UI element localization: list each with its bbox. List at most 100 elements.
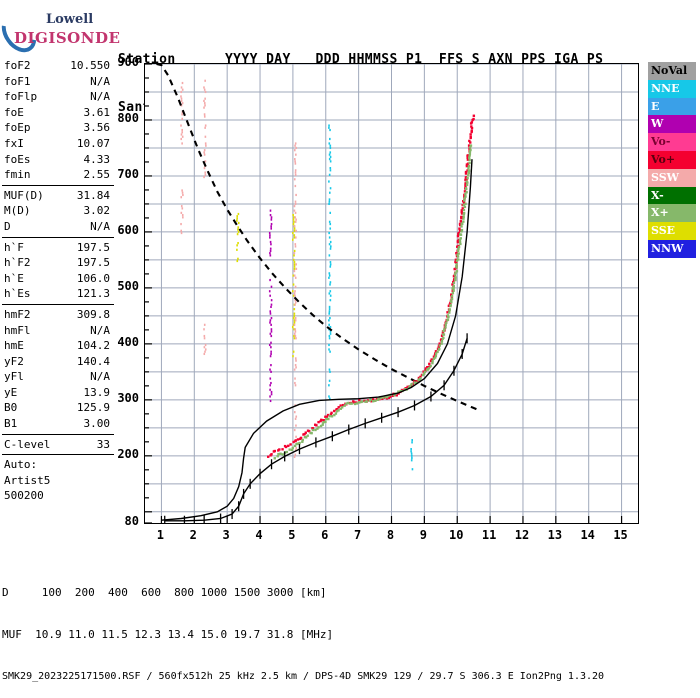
- param-key: MUF(D): [4, 188, 44, 202]
- y-axis-label: 500: [117, 278, 139, 293]
- param-row: hmFl N/A: [4, 323, 110, 339]
- y-axis-label: 80: [124, 514, 139, 528]
- y-axis-label: 900: [117, 55, 139, 69]
- param-key: hmF2: [4, 307, 31, 321]
- x-axis-label: 10: [448, 528, 464, 542]
- param-value: 197.5: [76, 256, 110, 270]
- param-key: foF1: [4, 74, 31, 88]
- legend-item[interactable]: NNW: [648, 239, 696, 258]
- param-row: hmE 104.2: [4, 338, 110, 354]
- param-row: foFlp N/A: [4, 89, 110, 105]
- param-group-muf: MUF(D) 31.84 M(D) 3.02 D N/A: [2, 188, 114, 235]
- param-value: 309.8: [76, 307, 110, 321]
- param-row: B1 3.00: [4, 416, 110, 432]
- param-row: fxI 10.07: [4, 136, 110, 152]
- param-value: 3.56: [83, 121, 111, 135]
- param-key: B1: [4, 417, 18, 431]
- param-value: 31.84: [76, 188, 110, 202]
- y-axis-label: 400: [117, 334, 139, 349]
- param-key: yE: [4, 385, 18, 399]
- param-key: fmin: [4, 168, 31, 182]
- y-axis-label: 700: [117, 166, 139, 181]
- legend-item[interactable]: Vo+: [648, 150, 696, 169]
- param-row: yFl N/A: [4, 369, 110, 385]
- param-key: D: [4, 219, 11, 233]
- x-axis-label: 5: [288, 528, 296, 542]
- auto-scaler-code: 500200: [4, 489, 44, 503]
- series-dashed-black: [156, 64, 478, 411]
- legend-item[interactable]: SSW: [648, 168, 696, 187]
- footer-muf-row: MUF 10.9 11.0 11.5 12.3 13.4 15.0 19.7 3…: [2, 628, 334, 641]
- param-value: 3.00: [83, 417, 111, 431]
- param-key: C-level: [4, 437, 51, 451]
- x-axis-label: 1: [156, 528, 165, 542]
- legend-item[interactable]: X-: [648, 186, 696, 205]
- param-row: h`E 106.0: [4, 271, 110, 287]
- x-axis-label: 2: [189, 528, 197, 542]
- param-key: h`Es: [4, 287, 31, 301]
- param-divider-1: [2, 184, 114, 186]
- param-row: foEs 4.33: [4, 152, 110, 168]
- param-value: 10.550: [70, 59, 110, 72]
- y-axis-label: 800: [117, 110, 139, 125]
- legend-item[interactable]: Vo-: [648, 133, 696, 151]
- ionogram-canvas: [145, 64, 638, 523]
- param-key: foEs: [4, 152, 31, 166]
- param-value: N/A: [90, 370, 110, 384]
- legend-item[interactable]: X+: [648, 204, 696, 223]
- param-value: 121.3: [76, 287, 110, 301]
- param-divider-5: [2, 454, 114, 456]
- legend-item[interactable]: SSE: [648, 222, 696, 240]
- footer-info: D 100 200 400 600 800 1000 1500 3000 [km…: [2, 558, 604, 698]
- x-axis-label: 7: [354, 528, 362, 542]
- x-axis-label: 15: [613, 528, 628, 542]
- param-value: N/A: [90, 323, 110, 337]
- legend-item[interactable]: NoVal: [648, 62, 696, 80]
- y-axis-label: 600: [117, 222, 139, 237]
- param-value: 104.2: [76, 339, 110, 353]
- param-row: C-level 33: [4, 437, 110, 453]
- x-axis-label: 6: [321, 528, 329, 542]
- logo-brand-top: Lowell: [46, 12, 94, 27]
- series-solid-black-errorbars: [164, 333, 468, 523]
- legend-item[interactable]: NNE: [648, 79, 696, 98]
- param-key: fxI: [4, 136, 24, 150]
- param-group-virtual-heights: h`F 197.5 h`F2 197.5 h`E 106.0 h`Es 121.3: [2, 240, 114, 302]
- x-axis-label: 11: [481, 528, 497, 542]
- param-divider-2: [2, 236, 114, 238]
- series-solid-black: [161, 159, 473, 521]
- param-value: 33: [96, 437, 110, 451]
- param-value: 4.33: [83, 152, 111, 166]
- param-key: h`F2: [4, 256, 31, 270]
- footer-distance-row: D 100 200 400 600 800 1000 1500 3000 [km…: [2, 586, 327, 599]
- legend-item[interactable]: E: [648, 97, 696, 116]
- param-key: h`E: [4, 271, 24, 285]
- param-value: 2.55: [83, 168, 111, 182]
- param-value: 3.61: [83, 105, 111, 119]
- param-row: foF1 N/A: [4, 74, 110, 90]
- ionogram-parameters-panel: foF2 10.550 foF1 N/A foFlp N/A foE 3.61 foEp 3.56…: [2, 58, 114, 504]
- param-value: N/A: [90, 90, 110, 104]
- param-value: 197.5: [76, 240, 110, 254]
- footer-file-row: SMK29_2023225171500.RSF / 560fx512h 25 k…: [2, 671, 605, 682]
- y-axis-label: 300: [117, 390, 139, 405]
- auto-scaler-name: Artist5: [4, 473, 51, 487]
- param-key: hmE: [4, 339, 24, 353]
- param-row: fmin 2.55: [4, 167, 110, 183]
- param-row: foEp 3.56: [4, 120, 110, 136]
- param-key: foEp: [4, 121, 31, 135]
- legend-item[interactable]: W: [648, 115, 696, 134]
- ionogram-plot-area[interactable]: [144, 63, 639, 524]
- param-row: h`Es 121.3: [4, 286, 110, 302]
- x-axis-label: 3: [222, 528, 230, 542]
- x-axis-label: 8: [386, 528, 395, 542]
- direction-legend: NoVal NNE E W Vo- Vo+ SSW X- X+ SSE NNW: [648, 62, 696, 258]
- logo-brand-bottom: DIGISONDE: [14, 29, 121, 47]
- param-row: foE 3.61: [4, 105, 110, 121]
- param-value: 140.4: [76, 354, 110, 368]
- x-axis-label: 12: [514, 528, 530, 542]
- x-axis-label: 14: [580, 528, 595, 542]
- param-row: h`F2 197.5: [4, 255, 110, 271]
- series-points-red: [266, 114, 476, 458]
- param-divider-4: [2, 433, 114, 435]
